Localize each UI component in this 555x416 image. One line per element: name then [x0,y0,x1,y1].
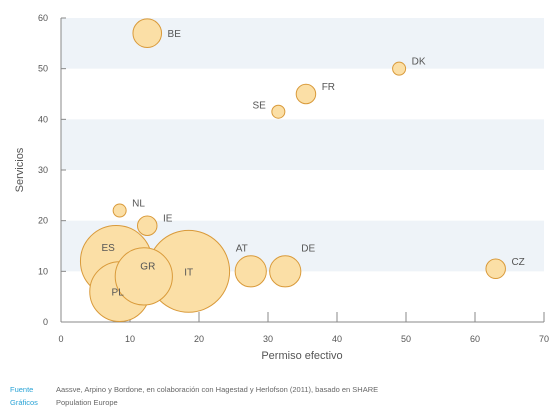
bubble-label-gr: GR [140,261,155,272]
x-tick-label: 50 [401,334,411,344]
x-tick-label: 40 [332,334,342,344]
bubble-ie [137,215,158,236]
bubble-nl [112,203,127,218]
bubble-at [234,255,267,288]
bubble-label-dk: DK [412,57,426,68]
y-tick-label: 40 [38,114,48,124]
bubble-label-es: ES [102,243,116,254]
grid-band [61,18,544,69]
x-tick-label: 30 [263,334,273,344]
source-label: Fuente [10,385,34,394]
bubble-label-pl: PL [112,288,125,299]
bubble-label-it: IT [184,267,193,278]
bubble-label-ie: IE [163,214,173,225]
bubble-cz [485,258,506,280]
x-tick-label: 10 [125,334,135,344]
y-tick-label: 0 [43,317,48,327]
bubble-gr [114,247,173,306]
y-tick-label: 30 [38,165,48,175]
bubbles: BE DK FR SE NL IE ES GR IT PL AT DE CZ [79,18,525,323]
y-tick-label: 20 [38,216,48,226]
bubble-label-be: BE [168,29,182,40]
chart-footer: Fuente Aassve, Arpino y Bordone, en cola… [10,383,378,409]
x-tick-label: 20 [194,334,204,344]
graphics-text: Population Europe [56,398,118,407]
bubble-fr [295,83,317,105]
y-tick-label: 60 [38,13,48,23]
x-tick-label: 0 [58,334,63,344]
x-tick-label: 70 [539,334,549,344]
bubble-label-fr: FR [322,82,335,93]
graphics-label: Gráficos [10,398,38,407]
bubble-label-cz: CZ [511,257,524,268]
x-tick-label: 60 [470,334,480,344]
source-text: Aassve, Arpino y Bordone, en colaboració… [56,385,379,394]
bubble-dk [392,61,407,76]
bubble-se [271,104,286,119]
bubble-label-se: SE [253,101,267,112]
x-axis-label: Permiso efectivo [261,350,342,362]
bubble-label-de: DE [301,244,315,255]
grid-band [61,119,544,170]
y-tick-label: 50 [38,64,48,74]
bubble-label-at: AT [236,244,248,255]
bubble-label-nl: NL [132,199,145,210]
bubble-be [132,18,163,49]
y-tick-label: 10 [38,266,48,276]
graphics-row: Gráficos Population Europe [10,396,378,409]
bubble-de [269,255,302,288]
y-axis-label: Servicios [14,147,26,192]
source-row: Fuente Aassve, Arpino y Bordone, en cola… [10,383,378,396]
